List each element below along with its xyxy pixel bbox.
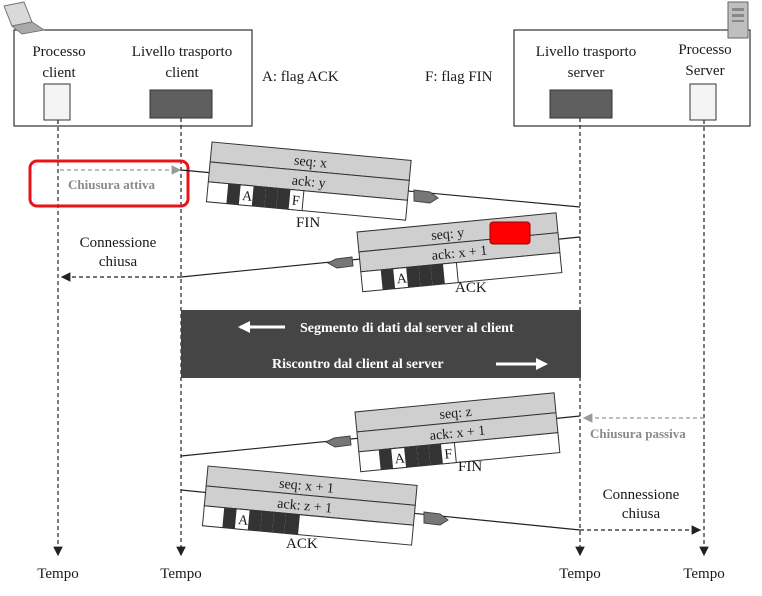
time-label-client-process: Tempo xyxy=(37,566,78,582)
banner-arrow-left xyxy=(238,321,250,333)
segment-fin-client-flag-a: A xyxy=(241,189,253,205)
client-transport-box xyxy=(149,89,213,119)
fin-legend: F: flag FIN xyxy=(425,69,493,85)
segment-ack-client: seq: x + 1 ack: z + 1 A xyxy=(201,465,418,546)
server-process-label-2: Server xyxy=(685,63,724,79)
segment-ack-server-name: ACK xyxy=(455,280,487,296)
laptop-icon xyxy=(3,1,46,35)
segment-fin-client-name: FIN xyxy=(296,215,320,231)
segment-fin-server: seq: z ack: x + 1 A F xyxy=(354,392,561,473)
segment-ack-server-arrow xyxy=(326,256,354,269)
segment-fin-client-arrow xyxy=(413,189,439,204)
client-process-label-2: client xyxy=(42,65,76,81)
client-transport-label-1: Livello trasporto xyxy=(132,44,232,60)
segment-fin-client-flag-f: F xyxy=(291,194,300,210)
banner-arrow-right xyxy=(536,358,548,370)
data-transfer-banner xyxy=(181,310,581,378)
segment-fin-client: seq: x ack: y A F xyxy=(205,141,412,221)
server-icon xyxy=(727,1,749,39)
server-transport-label-2: server xyxy=(568,65,605,81)
segment-fin-server-name: FIN xyxy=(458,459,482,475)
segment-fin-server-ack: ack: x + 1 xyxy=(429,424,486,444)
client-process-box xyxy=(43,83,71,121)
client-process-label-1: Processo xyxy=(32,44,85,60)
server-process-box xyxy=(689,83,717,121)
time-label-server-transport: Tempo xyxy=(559,566,600,582)
segment-ack-client-name: ACK xyxy=(286,536,318,552)
segment-ack-client-arrow xyxy=(423,511,449,526)
server-transport-label-1: Livello trasporto xyxy=(536,44,636,60)
segment-ack-client-seq: seq: x + 1 xyxy=(278,477,334,497)
segment-fin-client-seq: seq: x xyxy=(293,154,327,172)
conn-closed-server-2: chiusa xyxy=(622,506,661,522)
conn-closed-server-1: Connessione xyxy=(603,487,680,503)
segment-fin-server-flag-a: A xyxy=(394,451,406,467)
active-close-highlight xyxy=(28,159,190,208)
segment-ack-client-ack: ack: z + 1 xyxy=(277,497,333,517)
segment-ack-server-ack: ack: x + 1 xyxy=(431,244,488,264)
time-label-client-transport: Tempo xyxy=(160,566,201,582)
segment-fin-client-ack: ack: y xyxy=(291,174,326,192)
segment-ack-server-seq: seq: y xyxy=(431,226,465,244)
banner-line-2: Riscontro dal client al server xyxy=(272,357,444,372)
active-close-label: Chiusura attiva xyxy=(68,177,156,192)
conn-closed-client-1: Connessione xyxy=(80,235,157,251)
server-transport-box xyxy=(549,89,613,119)
segment-ack-server-flag-a: A xyxy=(396,271,408,287)
segment-ack-client-flag-a: A xyxy=(237,513,249,529)
server-process-label-1: Processo xyxy=(678,42,731,58)
segment-fin-server-flag-f: F xyxy=(444,447,453,463)
time-label-server-process: Tempo xyxy=(683,566,724,582)
segment-fin-server-arrow xyxy=(324,435,352,448)
segment-fin-server-seq: seq: z xyxy=(439,405,473,423)
banner-line-1: Segmento di dati dal server al client xyxy=(300,321,514,336)
passive-close-label: Chiusura passiva xyxy=(590,426,686,441)
redaction-box xyxy=(489,221,531,245)
client-transport-label-2: client xyxy=(165,65,199,81)
conn-closed-client-2: chiusa xyxy=(99,254,138,270)
ack-legend: A: flag ACK xyxy=(262,69,339,85)
